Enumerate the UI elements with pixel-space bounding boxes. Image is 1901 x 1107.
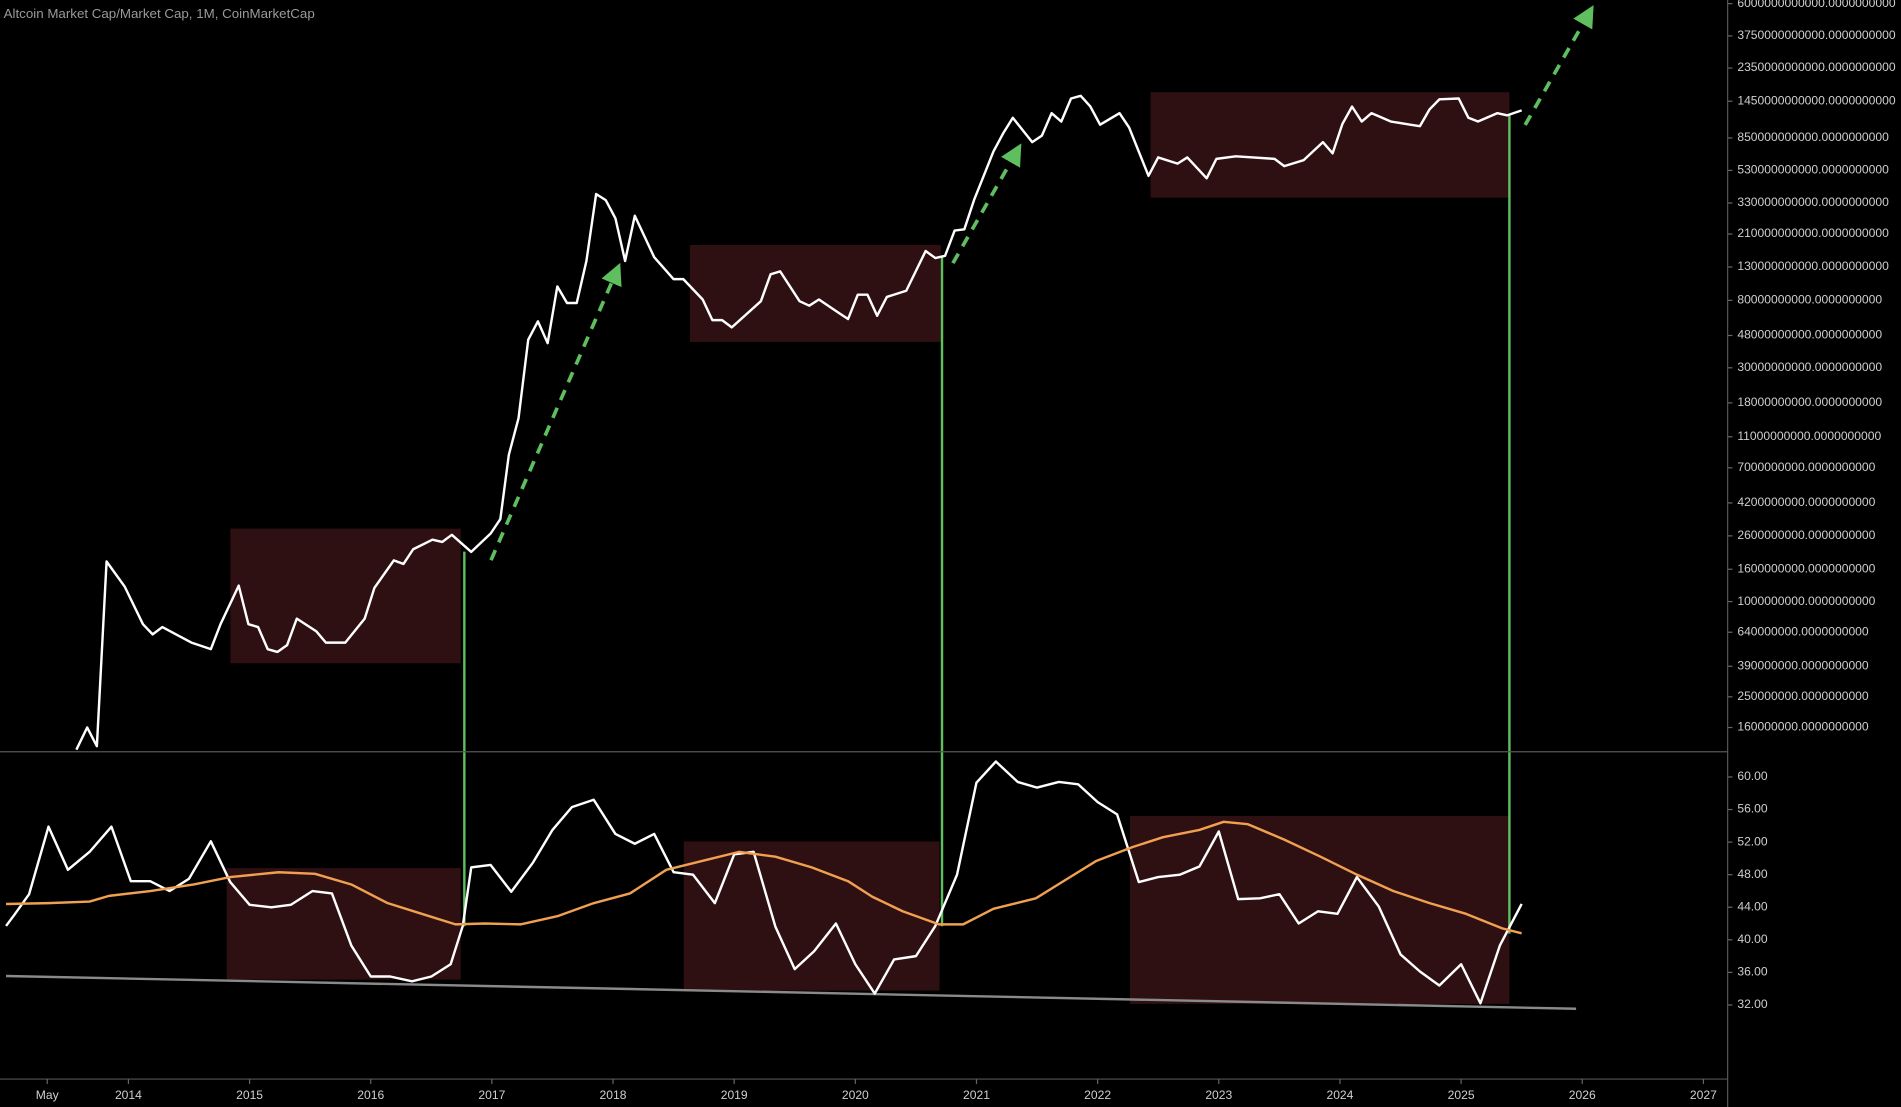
y-tick-label: 52.00 <box>1737 834 1768 848</box>
x-tick-label: 2026 <box>1569 1088 1596 1102</box>
x-tick-label: 2024 <box>1326 1088 1353 1102</box>
x-tick-label: 2027 <box>1690 1088 1717 1102</box>
chart-title: Altcoin Market Cap/Market Cap, 1M, CoinM… <box>4 6 315 21</box>
y-tick-label: 44.00 <box>1737 899 1768 913</box>
y-tick-label: 6000000000000.0000000000 <box>1737 0 1896 10</box>
y-tick-label: 36.00 <box>1737 965 1768 979</box>
x-tick-label: 2019 <box>721 1088 748 1102</box>
y-tick-label: 56.00 <box>1737 802 1768 816</box>
y-tick-label: 2600000000.0000000000 <box>1737 528 1875 542</box>
y-tick-label: 48000000000.0000000000 <box>1737 328 1882 342</box>
y-tick-label: 40.00 <box>1737 932 1768 946</box>
y-tick-label: 210000000000.0000000000 <box>1737 226 1889 240</box>
y-tick-label: 130000000000.0000000000 <box>1737 259 1889 273</box>
y-tick-label: 4200000000.0000000000 <box>1737 495 1875 509</box>
y-tick-label: 30000000000.0000000000 <box>1737 360 1882 374</box>
y-tick-label: 1000000000.0000000000 <box>1737 594 1875 608</box>
y-tick-label: 80000000000.0000000000 <box>1737 293 1882 307</box>
y-tick-label: 530000000000.0000000000 <box>1737 163 1889 177</box>
x-tick-label: 2014 <box>115 1088 142 1102</box>
range-box <box>683 841 940 991</box>
trend-arrow <box>951 143 1022 265</box>
y-tick-label: 330000000000.0000000000 <box>1737 195 1889 209</box>
y-tick-label: 390000000.0000000000 <box>1737 658 1869 672</box>
y-tick-label: 60.00 <box>1737 769 1768 783</box>
y-tick-label: 48.00 <box>1737 867 1768 881</box>
x-tick-label: 2023 <box>1205 1088 1232 1102</box>
support-line <box>6 974 1577 1010</box>
range-box <box>1129 815 1510 1004</box>
x-tick-label: 2020 <box>842 1088 869 1102</box>
y-tick-label: 640000000.0000000000 <box>1737 624 1869 638</box>
y-tick-label: 1450000000000.0000000000 <box>1737 93 1896 107</box>
y-tick-label: 11000000000.0000000000 <box>1737 429 1881 443</box>
x-tick-label: May <box>36 1088 60 1102</box>
range-box <box>1150 92 1510 198</box>
y-tick-label: 3750000000000.0000000000 <box>1737 28 1896 42</box>
trend-arrow <box>1523 5 1594 126</box>
y-tick-label: 32.00 <box>1737 997 1768 1011</box>
y-tick-label: 160000000.0000000000 <box>1737 720 1869 734</box>
x-tick-label: 2016 <box>357 1088 384 1102</box>
range-box <box>689 244 941 342</box>
y-tick-label: 18000000000.0000000000 <box>1737 395 1882 409</box>
y-tick-label: 1600000000.0000000000 <box>1737 561 1875 575</box>
y-tick-label: 2350000000000.0000000000 <box>1737 60 1896 74</box>
y-tick-label: 7000000000.0000000000 <box>1737 460 1875 474</box>
trend-arrow <box>489 262 622 561</box>
annotations <box>6 5 1594 1010</box>
x-tick-label: 2025 <box>1448 1088 1475 1102</box>
x-tick-label: 2017 <box>478 1088 505 1102</box>
series-line <box>75 94 1523 751</box>
series-line <box>6 820 1522 935</box>
y-tick-label: 250000000.0000000000 <box>1737 689 1869 703</box>
y-tick-label: 850000000000.0000000000 <box>1737 130 1889 144</box>
x-tick-label: 2022 <box>1084 1088 1111 1102</box>
x-tick-label: 2018 <box>600 1088 627 1102</box>
x-tick-label: 2015 <box>236 1088 263 1102</box>
x-tick-label: 2021 <box>963 1088 990 1102</box>
